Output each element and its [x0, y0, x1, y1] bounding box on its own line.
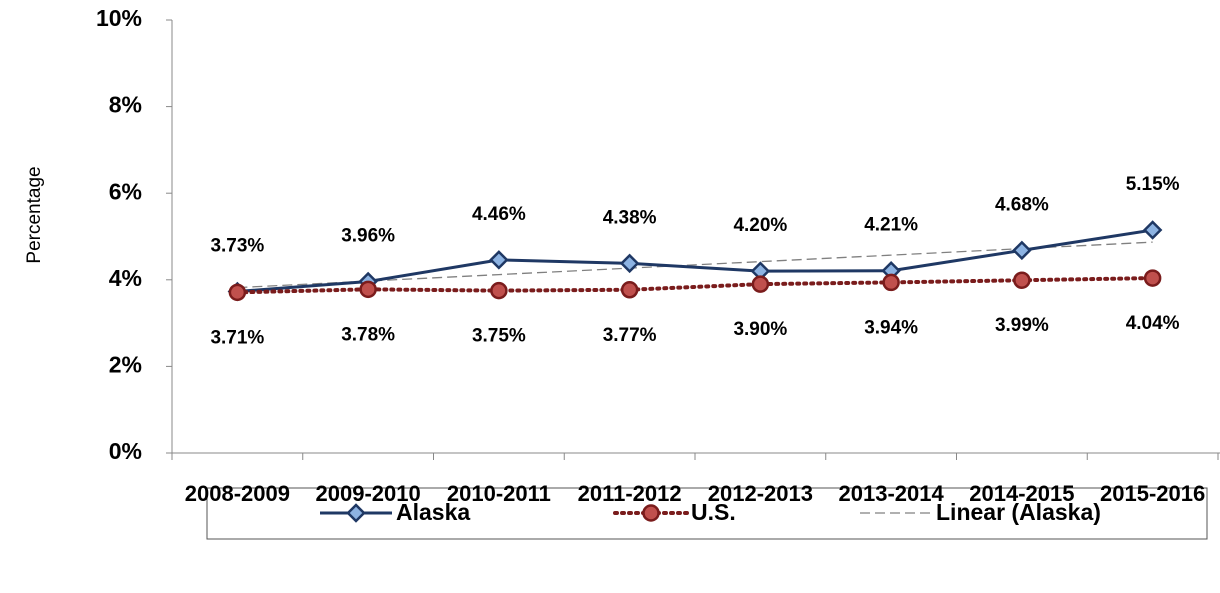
x-tick-label: 2014-2015: [969, 481, 1074, 506]
y-tick-label: 0%: [109, 438, 142, 464]
marker: [751, 275, 770, 293]
marker: [228, 283, 247, 302]
x-tick-label: 2012-2013: [708, 481, 813, 506]
legend-label: U.S.: [691, 499, 736, 525]
x-tick-label: 2010-2011: [447, 481, 551, 506]
line: [237, 241, 1153, 289]
marker: [1012, 240, 1032, 261]
legend-marker: [642, 504, 660, 522]
marker: [620, 281, 639, 299]
legend-label: Linear (Alaska): [936, 499, 1101, 525]
y-tick-label: 6%: [109, 178, 142, 204]
marker: [1142, 220, 1163, 240]
x-tick-label: 2008-2009: [185, 481, 290, 506]
marker: [359, 280, 377, 299]
data-label: 4.38%: [603, 207, 657, 228]
y-axis-label: Percentage: [24, 166, 45, 263]
marker: [489, 250, 509, 270]
data-label: 3.94%: [864, 317, 918, 338]
y-tick-label: 2%: [109, 351, 142, 377]
y-tick-label: 4%: [109, 265, 142, 291]
data-label: 5.15%: [1126, 174, 1180, 195]
line: [237, 228, 1153, 293]
marker: [882, 273, 900, 292]
x-tick-label: 2013-2014: [839, 481, 945, 506]
marker: [1013, 271, 1031, 289]
legend-box: [206, 487, 1208, 540]
data-label: 4.21%: [864, 215, 918, 236]
data-label: 3.75%: [472, 326, 526, 347]
legend-marker: [346, 503, 366, 523]
data-label: 4.20%: [733, 215, 787, 236]
x-tick-label: 2015-2016: [1100, 481, 1205, 506]
x-tick-label: 2011-2012: [578, 481, 682, 506]
data-label: 3.71%: [210, 327, 264, 348]
data-label: 3.78%: [341, 324, 395, 345]
legend-label: Alaska: [396, 499, 470, 525]
data-label: 4.68%: [995, 194, 1049, 215]
data-label: 4.46%: [472, 204, 526, 225]
data-label: 3.90%: [733, 319, 787, 340]
y-tick-label: 10%: [96, 5, 142, 31]
data-label: 3.77%: [603, 325, 657, 346]
line: [235, 276, 1155, 295]
y-tick-label: 8%: [109, 92, 142, 118]
data-label: 3.99%: [995, 315, 1049, 336]
data-label: 4.04%: [1126, 313, 1180, 334]
x-tick-label: 2009-2010: [316, 481, 421, 506]
data-label: 3.73%: [210, 236, 264, 257]
marker: [619, 253, 640, 274]
marker: [1143, 269, 1162, 287]
marker: [490, 281, 508, 300]
data-label: 3.96%: [341, 226, 395, 247]
